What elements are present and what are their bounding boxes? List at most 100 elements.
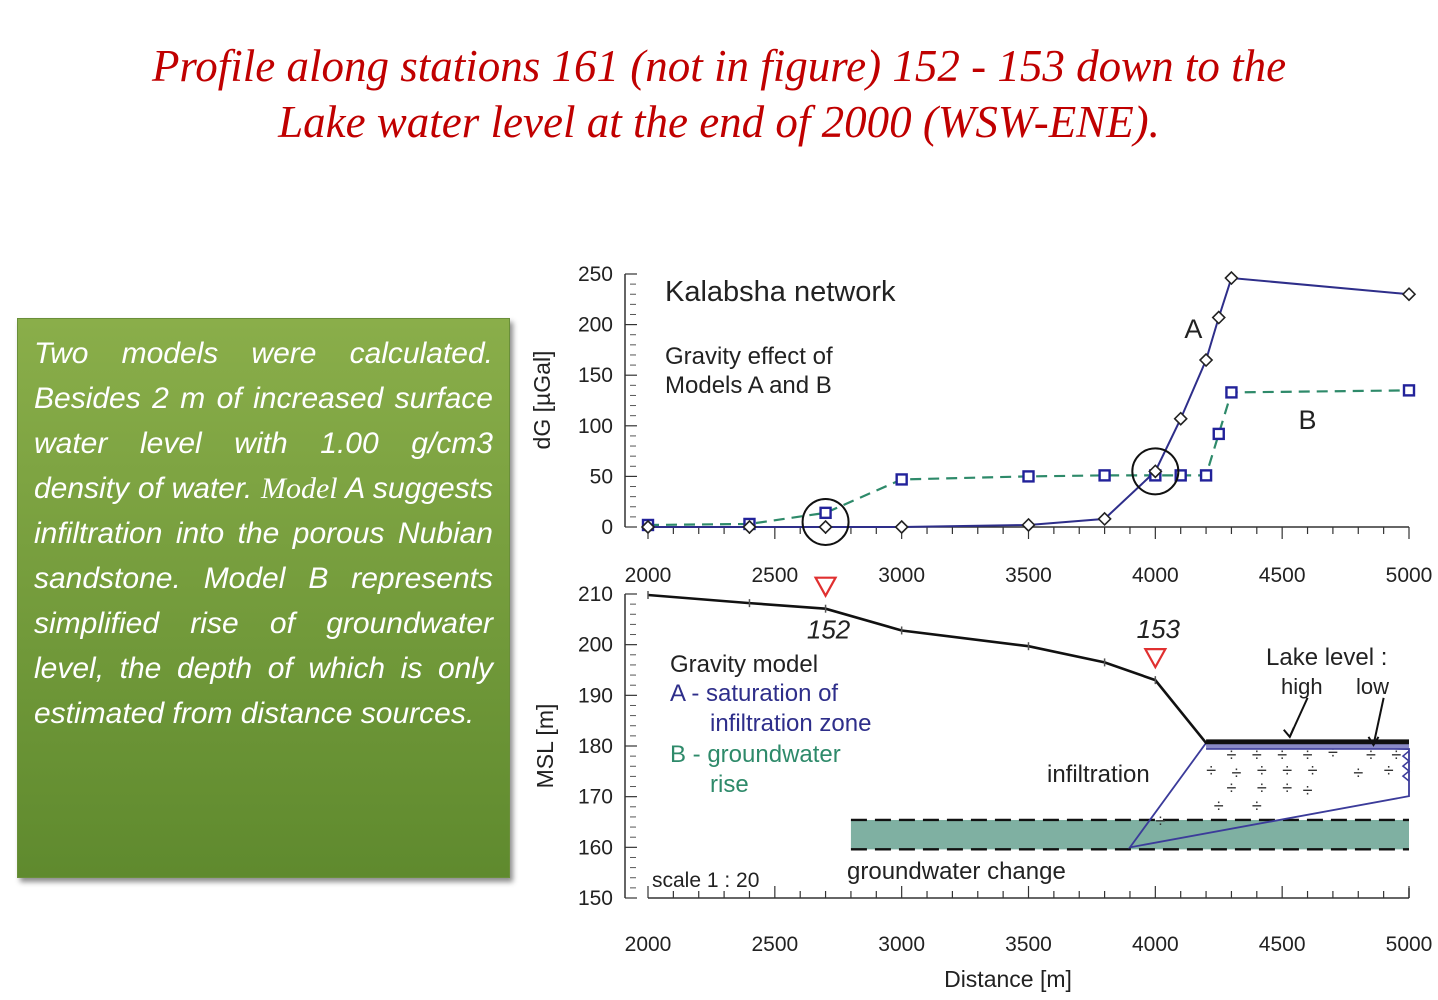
infiltration-symbol: ÷ bbox=[1226, 778, 1236, 798]
infiltration-symbol: ÷ bbox=[1252, 745, 1262, 765]
scale-label: scale 1 : 20 bbox=[652, 869, 759, 892]
bottom-chart-x-axis-label: Distance [m] bbox=[944, 966, 1072, 992]
infiltration-symbol: ÷ bbox=[1155, 811, 1165, 831]
station-label: 153 bbox=[1137, 614, 1181, 644]
top-x-tick-label: 4500 bbox=[1259, 564, 1306, 587]
series-b-line bbox=[647, 389, 1410, 527]
top-y-tick-label: 50 bbox=[590, 465, 613, 488]
lake-level-label: Lake level : bbox=[1266, 644, 1387, 671]
top-y-tick-label: 150 bbox=[578, 364, 613, 387]
groundwater-change-label: groundwater change bbox=[847, 858, 1066, 885]
lake-low-arrow bbox=[1372, 697, 1385, 746]
model-description-text-2: A suggests infiltration into the porous … bbox=[34, 472, 493, 730]
infiltration-symbol: ÷ bbox=[1232, 763, 1242, 783]
series-b-point bbox=[1022, 470, 1035, 483]
infiltration-symbol: ÷ bbox=[1252, 796, 1262, 816]
bottom-y-tick-label: 190 bbox=[578, 684, 613, 707]
infiltration-symbol: ÷ bbox=[1282, 760, 1292, 780]
series-a-point bbox=[742, 519, 757, 535]
series-a-annotation: A bbox=[1184, 314, 1202, 344]
bottom-x-tick-label: 5000 bbox=[1386, 933, 1433, 956]
series-b-point bbox=[1174, 469, 1187, 482]
lake-low-label: low bbox=[1356, 674, 1389, 699]
series-a-point bbox=[1211, 310, 1226, 325]
groundwater-band bbox=[850, 819, 1409, 850]
bottom-x-tick-label: 3500 bbox=[1005, 933, 1052, 956]
series-a-point bbox=[818, 519, 833, 535]
series-b-point bbox=[1402, 384, 1416, 397]
infiltration-symbol: ÷ bbox=[1391, 745, 1401, 765]
series-a-line bbox=[648, 276, 1410, 528]
bottom-x-tick-label: 4500 bbox=[1259, 933, 1306, 956]
model-a-label-line-2: infiltration zone bbox=[710, 710, 871, 737]
lake-high-arrowhead bbox=[1283, 727, 1295, 739]
lake-low-arrowhead bbox=[1367, 736, 1380, 747]
bottom-chart-y-axis-label: MSL [m] bbox=[532, 704, 558, 789]
highlight-circle bbox=[801, 497, 850, 546]
bottom-y-tick-label: 180 bbox=[578, 735, 613, 758]
top-x-tick-label: 3500 bbox=[1005, 564, 1052, 587]
series-a-point bbox=[1173, 411, 1188, 426]
series-a-point bbox=[894, 519, 909, 535]
series-b-point bbox=[895, 473, 908, 486]
page-title: Profile along stations 161 (not in figur… bbox=[0, 38, 1438, 150]
series-a-point bbox=[640, 519, 656, 535]
infiltration-symbol: ÷ bbox=[1214, 796, 1224, 816]
series-a-point bbox=[1224, 270, 1239, 286]
model-description-model-word: Model bbox=[260, 472, 338, 505]
infiltration-symbol: ÷ bbox=[1226, 745, 1236, 765]
infiltration-symbol: ÷ bbox=[1303, 781, 1313, 801]
lake-high-label: high bbox=[1281, 674, 1323, 699]
top-x-tick-label: 4000 bbox=[1132, 564, 1179, 587]
top-y-tick-label: 250 bbox=[578, 263, 613, 286]
bottom-y-tick-label: 150 bbox=[578, 887, 613, 910]
station-marker bbox=[813, 576, 838, 598]
top-x-tick-label: 2000 bbox=[625, 564, 672, 587]
infiltration-symbol: ÷ bbox=[1303, 745, 1313, 765]
top-x-tick-label: 5000 bbox=[1386, 564, 1433, 587]
model-a-label-line-1: A - saturation of bbox=[670, 680, 838, 707]
station-marker bbox=[1143, 648, 1168, 670]
model-description-box: Two models were calculated. Besides 2 m … bbox=[17, 318, 510, 878]
series-b-annotation: B bbox=[1299, 405, 1317, 435]
top-chart-subtitle-line-1: Gravity effect of bbox=[665, 343, 833, 370]
bottom-x-tick-label: 2500 bbox=[751, 933, 798, 956]
infiltration-edge bbox=[1401, 750, 1411, 782]
series-a-point bbox=[1198, 352, 1214, 368]
bottom-y-tick-label: 210 bbox=[578, 583, 613, 606]
model-b-label-line-1: B - groundwater bbox=[670, 741, 841, 768]
infiltration-symbol: ÷ bbox=[1257, 778, 1267, 798]
infiltration-symbol: ÷ bbox=[1384, 760, 1394, 780]
bottom-y-tick-label: 160 bbox=[578, 836, 613, 859]
series-b-point bbox=[1199, 469, 1213, 482]
bottom-y-tick-label: 200 bbox=[578, 634, 613, 657]
top-x-tick-label: 2500 bbox=[751, 564, 798, 587]
top-y-tick-label: 0 bbox=[601, 516, 613, 539]
top-x-tick-label: 3000 bbox=[878, 564, 925, 587]
page-title-line-1: Profile along stations 161 (not in figur… bbox=[151, 41, 1287, 91]
series-b-point bbox=[1225, 386, 1238, 399]
infiltration-symbol: ÷ bbox=[1353, 763, 1363, 783]
lake-level-band bbox=[1206, 740, 1409, 750]
infiltration-symbol: ÷ bbox=[1366, 745, 1376, 765]
bottom-y-tick-label: 170 bbox=[578, 786, 613, 809]
infiltration-symbol: ÷ bbox=[1257, 760, 1267, 780]
gravity-model-label: Gravity model bbox=[670, 651, 818, 678]
model-description-text-1: Two models were calculated. Besides 2 m … bbox=[34, 337, 493, 505]
bottom-x-tick-label: 3000 bbox=[878, 933, 925, 956]
series-b-point bbox=[1212, 427, 1225, 441]
series-a-point bbox=[1148, 464, 1163, 479]
model-b-label-line-2: rise bbox=[710, 771, 749, 798]
top-chart-title: Kalabsha network bbox=[665, 276, 896, 308]
infiltration-symbol: ÷ bbox=[1206, 760, 1216, 780]
bottom-x-tick-label: 2000 bbox=[625, 933, 672, 956]
series-a-point bbox=[1097, 511, 1112, 527]
top-y-tick-label: 100 bbox=[578, 415, 613, 438]
infiltration-symbol: ÷ bbox=[1282, 778, 1292, 798]
series-b-point bbox=[1098, 469, 1111, 482]
infiltration-symbol: ÷ bbox=[1308, 760, 1318, 780]
bottom-x-tick-label: 4000 bbox=[1132, 933, 1179, 956]
series-a-point bbox=[1021, 517, 1036, 533]
page-title-line-2: Lake water level at the end of 2000 (WSW… bbox=[278, 97, 1160, 147]
